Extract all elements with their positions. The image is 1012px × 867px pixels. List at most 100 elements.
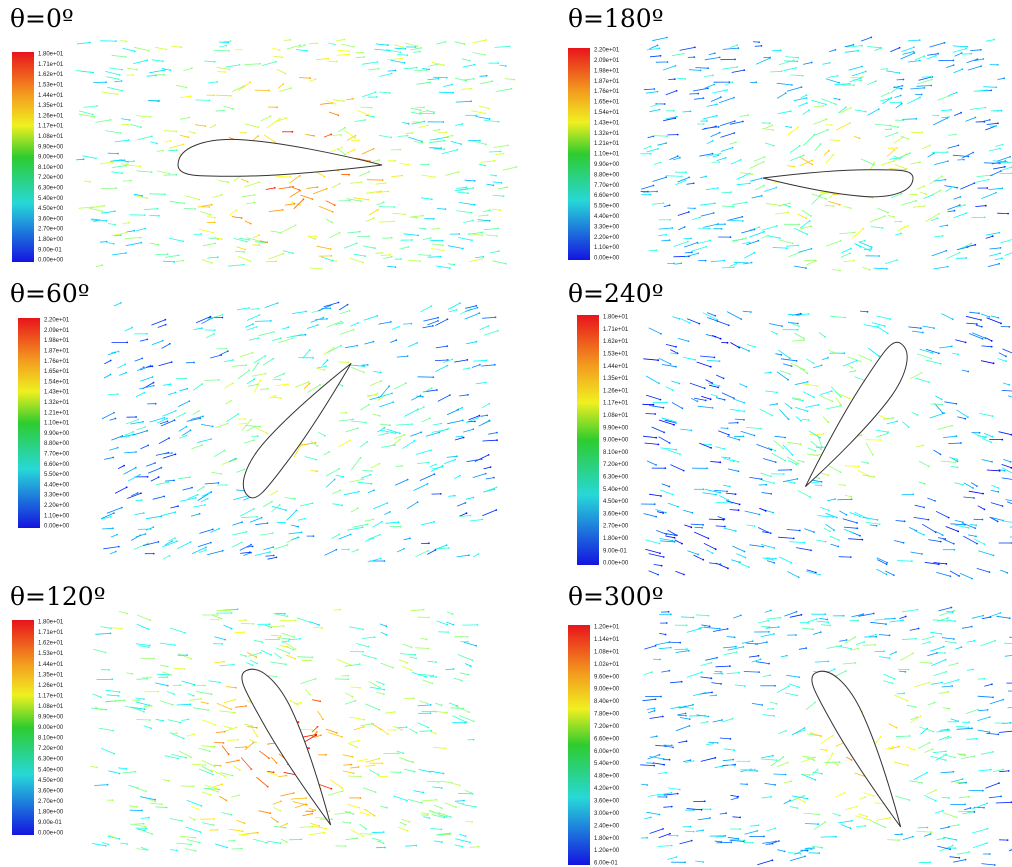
arrow-head [992,415,994,417]
arrow-head [92,114,94,116]
arrow-head [991,461,993,463]
arrow-head [163,74,165,76]
arrow-head [972,152,974,154]
arrow-head [958,145,960,147]
arrow-head [940,363,942,365]
arrow-head [194,132,196,134]
arrow-head [365,422,367,424]
arrow-head [257,832,259,834]
arrow-head [143,711,145,713]
vector-arrow [380,624,386,626]
vector-arrow [289,532,302,534]
arrow-head [738,509,740,511]
arrow-head [872,454,874,456]
arrow-head [666,135,668,137]
vector-arrow [466,342,476,344]
arrow-head [817,481,819,483]
arrow-head [289,176,291,178]
arrow-head [348,678,350,680]
arrow-head [803,338,805,340]
colorbar-label: 9.00e-01 [603,548,627,554]
vector-arrow [459,834,466,836]
vector-arrow [854,243,860,246]
arrow-head [362,52,364,54]
arrow-head [115,551,117,553]
vector-arrow [939,346,952,348]
arrow-head [803,155,805,157]
vector-arrow [311,471,318,472]
arrow-head [659,814,661,816]
arrow-head [141,499,143,501]
arrow-head [115,418,117,420]
vector-arrow [866,443,873,455]
vector-arrow [150,803,162,804]
vector-arrow [643,359,658,360]
arrow-head [744,685,746,687]
arrow-head [926,772,928,774]
vector-arrow [102,413,114,419]
arrow-head [984,437,986,439]
arrow-head [316,186,318,188]
arrow-head [331,222,333,224]
vector-arrow [273,801,281,804]
vector-arrow [756,662,769,664]
vector-arrow [422,680,432,684]
vector-arrow [1002,521,1012,523]
vector-arrow [647,149,658,152]
arrow-head [235,458,237,460]
vector-arrow [876,430,889,432]
vector-arrow [421,815,428,816]
arrow-head [861,45,863,47]
vector-arrow [960,573,972,578]
vector-arrow [698,818,710,820]
arrow-head [362,835,364,837]
vector-arrow [470,520,483,522]
arrow-head [980,49,982,51]
arrow-head [279,118,281,120]
arrow-head [358,139,360,141]
vector-arrow [649,494,661,496]
vector-arrow [248,384,258,386]
vector-arrow [339,305,348,310]
arrow-head [962,778,964,780]
vector-arrow [716,836,724,837]
arrow-head [214,217,216,219]
arrow-head [102,210,104,212]
arrow-head [395,729,397,731]
arrow-head [224,731,226,733]
arrow-head [481,458,483,460]
vector-arrow [360,834,370,835]
vector-arrow [684,525,691,527]
vector-arrow [737,183,750,184]
arrow-head [166,676,168,678]
arrow-head [677,835,679,837]
arrow-head [688,177,690,179]
vector-arrow [805,405,818,408]
arrow-head [377,393,379,395]
vector-arrow [724,749,734,750]
vector-arrow [220,665,234,666]
vector-arrow [306,187,317,188]
arrow-head [448,547,450,549]
colorbar-label: 4.50e+00 [38,206,64,212]
vector-arrow [981,641,995,646]
arrow-head [133,160,135,162]
arrow-head [710,444,712,446]
vector-arrow [692,247,707,251]
vector-arrow [79,207,93,208]
vector-arrow [483,420,490,424]
arrow-head [798,314,800,316]
vector-arrow [971,483,977,487]
vector-arrow [410,432,421,436]
vector-arrow [237,308,249,310]
arrow-head [164,319,166,321]
arrow-head [743,411,745,413]
vector-arrow [376,44,388,45]
arrow-head [712,75,714,77]
arrow-head [218,528,220,530]
arrow-head [446,365,448,367]
vector-arrow [349,717,364,720]
arrow-head [446,712,448,714]
vector-arrow [159,362,172,366]
arrow-head [719,132,721,134]
